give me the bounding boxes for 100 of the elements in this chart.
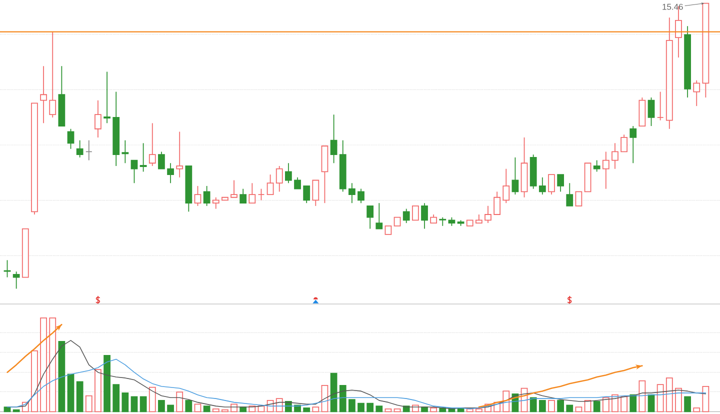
candlestick — [258, 188, 265, 201]
bar — [330, 372, 338, 412]
candlestick — [502, 168, 510, 204]
bar — [122, 392, 129, 412]
bar — [620, 396, 628, 412]
bar — [630, 394, 637, 412]
bar — [130, 396, 138, 412]
candlestick — [548, 174, 555, 195]
bar — [49, 318, 56, 412]
bar — [693, 408, 700, 412]
candlestick — [412, 205, 419, 221]
candlestick — [49, 31, 56, 118]
bar — [212, 408, 220, 412]
candlestick — [12, 271, 20, 290]
bar — [339, 385, 346, 412]
bar — [602, 397, 610, 412]
candlestick — [76, 140, 84, 158]
candlestick — [566, 182, 574, 206]
bar — [593, 400, 600, 412]
candlestick — [538, 176, 546, 195]
bar — [58, 340, 66, 412]
candlestick — [85, 140, 92, 161]
candlestick — [294, 176, 301, 190]
bar — [167, 404, 174, 412]
candlestick — [439, 216, 446, 226]
candlestick — [122, 140, 129, 164]
bar — [140, 396, 147, 412]
candlestick — [656, 91, 664, 121]
bar — [67, 374, 74, 412]
bar — [85, 395, 92, 412]
candlestick — [230, 180, 238, 198]
bar — [40, 318, 47, 412]
bar — [430, 408, 438, 412]
candlestick — [176, 131, 184, 178]
bar — [557, 400, 564, 412]
bar — [702, 386, 710, 412]
candlestick — [366, 205, 374, 230]
candlestick — [312, 180, 320, 206]
candlestick — [630, 126, 637, 164]
candlestick — [358, 188, 364, 204]
bar — [366, 402, 374, 412]
bar — [358, 402, 364, 412]
bar — [185, 400, 192, 412]
candlestick — [248, 182, 256, 204]
candlestick — [612, 142, 618, 170]
candlestick — [620, 134, 628, 152]
candlestick — [148, 122, 156, 166]
candlestick — [167, 162, 174, 184]
bar — [76, 381, 84, 412]
candlestick — [130, 160, 138, 184]
bar — [94, 369, 102, 412]
bar — [312, 406, 320, 412]
candlestick — [276, 166, 283, 192]
bar — [666, 378, 673, 412]
candlestick — [140, 142, 147, 172]
bar — [158, 400, 165, 412]
candlestick — [376, 202, 383, 230]
candlestick — [648, 97, 655, 126]
bar — [648, 394, 655, 412]
bar — [148, 386, 156, 412]
candlestick — [512, 156, 519, 195]
candlestick — [303, 186, 310, 204]
bar — [376, 406, 383, 412]
candlestick — [575, 191, 582, 206]
bar — [176, 392, 184, 412]
bar — [684, 396, 691, 412]
candlestick — [266, 174, 274, 195]
candlestick — [40, 66, 47, 124]
bar — [656, 384, 664, 412]
annotation: 15.46 — [662, 4, 683, 10]
bar — [566, 404, 574, 412]
bar — [348, 399, 356, 412]
candlestick — [402, 208, 410, 224]
candlestick — [203, 186, 210, 206]
candlestick — [693, 80, 700, 106]
bar — [675, 388, 682, 412]
candlestick — [602, 151, 610, 190]
candlestick — [212, 196, 220, 210]
candlestick — [484, 205, 492, 224]
candlestick — [194, 186, 202, 206]
bar — [31, 350, 38, 412]
bar — [303, 408, 310, 412]
bar — [612, 394, 618, 412]
bar — [104, 355, 110, 412]
candlestick — [67, 128, 74, 150]
bar — [530, 397, 537, 412]
candlestick — [494, 191, 501, 215]
candlestick — [557, 174, 564, 192]
candlestick — [593, 160, 600, 172]
candlestick — [285, 162, 292, 184]
bar — [194, 404, 202, 412]
candlestick — [104, 71, 110, 124]
bar — [203, 406, 210, 412]
bar — [475, 408, 482, 412]
candlestick — [240, 188, 247, 204]
bar — [575, 406, 582, 412]
bar — [538, 400, 546, 412]
bar — [384, 408, 392, 412]
candlestick — [421, 202, 428, 230]
bar — [394, 408, 401, 412]
